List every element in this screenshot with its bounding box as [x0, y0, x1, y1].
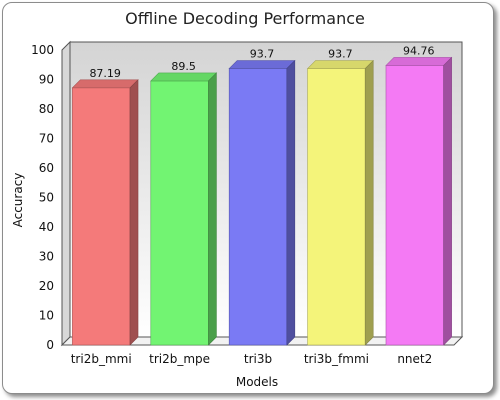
y-tick-label: 100 — [31, 43, 54, 57]
bar-nnet2: 94.76 — [385, 44, 453, 346]
x-tick-label: tri3b_fmmi — [304, 352, 369, 366]
plot-side-wall — [61, 40, 71, 347]
x-tick-label: nnet2 — [397, 352, 432, 366]
bar-front — [150, 80, 209, 346]
y-axis-ticks: 0 10 20 30 40 50 60 70 80 90 100 — [31, 43, 54, 352]
bar-top — [385, 57, 453, 66]
y-tick-label: 80 — [39, 102, 54, 116]
bar-front — [307, 68, 366, 346]
y-tick-label: 30 — [39, 250, 54, 264]
bar-tri2b_mpe: 89.5 — [150, 60, 218, 346]
y-tick-label: 70 — [39, 132, 54, 146]
y-tick-label: 20 — [39, 279, 54, 293]
bar-value-label: 93.7 — [328, 48, 353, 61]
bar-value-label: 94.76 — [403, 44, 435, 57]
x-axis-ticks: tri2b_mmi tri2b_mpe tri3b tri3b_fmmi nnet2 — [71, 352, 433, 366]
bar-side — [443, 56, 452, 346]
bar-front — [228, 68, 288, 346]
y-axis-label: Accuracy — [11, 173, 25, 228]
bar-value-label: 87.19 — [89, 67, 121, 80]
bar-top — [228, 60, 296, 69]
y-tick-label: 10 — [39, 309, 54, 323]
bar-front — [385, 65, 444, 346]
x-tick-label: tri3b — [244, 352, 272, 366]
bar-side — [129, 79, 139, 346]
x-axis-label: Models — [236, 375, 278, 389]
bar-value-label: 93.7 — [250, 48, 275, 61]
y-tick-label: 40 — [39, 220, 54, 234]
bar-top — [71, 79, 139, 89]
x-tick-label: tri2b_mmi — [71, 352, 132, 366]
x-tick-label: tri2b_mpe — [149, 352, 210, 366]
y-tick-label: 90 — [39, 73, 54, 87]
y-tick-label: 0 — [46, 338, 54, 352]
bar-side — [364, 59, 374, 346]
y-tick-label: 50 — [39, 191, 54, 205]
bar-tri3b_fmmi: 93.7 — [306, 48, 374, 346]
bar-side — [286, 59, 296, 346]
bar-side — [208, 72, 217, 346]
bar-top — [306, 60, 374, 69]
bar-tri2b_mmi: 87.19 — [71, 67, 139, 346]
bar-tri3b: 93.7 — [228, 48, 296, 346]
bar-top — [150, 72, 218, 82]
bars: 87.19 89.5 93.7 93.7 94.76 — [71, 44, 453, 346]
bar-front — [72, 87, 131, 346]
chart-title: Offline Decoding Performance — [125, 9, 365, 28]
bar-value-label: 89.5 — [171, 60, 196, 73]
y-tick-label: 60 — [39, 161, 54, 175]
